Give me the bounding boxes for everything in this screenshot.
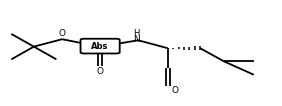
Text: O: O <box>171 86 178 95</box>
Text: Abs: Abs <box>91 42 109 51</box>
Text: H: H <box>134 29 140 38</box>
Text: O: O <box>97 67 103 76</box>
Text: N: N <box>133 35 140 44</box>
Text: O: O <box>59 29 65 38</box>
FancyBboxPatch shape <box>81 39 120 54</box>
